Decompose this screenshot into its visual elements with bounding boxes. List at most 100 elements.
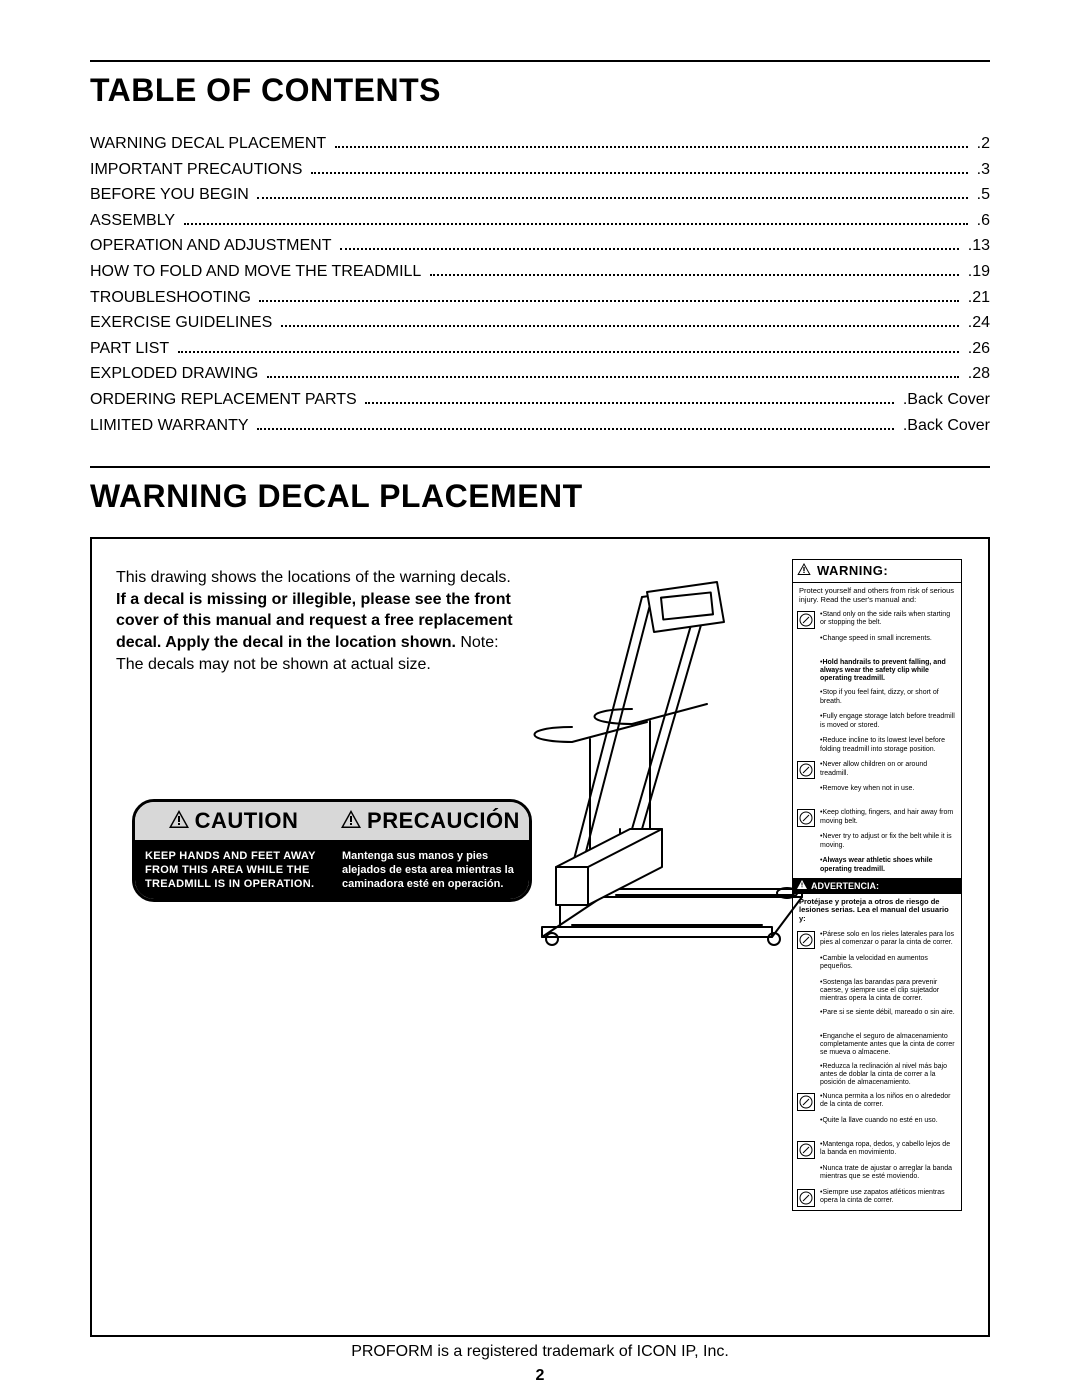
toc-dots — [430, 266, 960, 276]
warning-item-text: •Change speed in small increments. — [820, 635, 955, 653]
toc-label: PART LIST — [90, 336, 174, 362]
toc-dots — [340, 240, 959, 250]
toc-page: .28 — [963, 361, 990, 387]
warning-item-text: •Keep clothing, fingers, and hair away f… — [820, 809, 955, 827]
toc-row: EXERCISE GUIDELINES .24 — [90, 310, 990, 336]
warning-item: •Enganche el seguro de almacenamiento co… — [793, 1030, 961, 1060]
toc-label: EXPLODED DRAWING — [90, 361, 263, 387]
warning-item-text: •Reduce incline to its lowest level befo… — [820, 737, 955, 755]
toc-page: .13 — [963, 233, 990, 259]
toc-label: HOW TO FOLD AND MOVE THE TREADMILL — [90, 259, 426, 285]
warning-item: •Stop if you feel faint, dizzy, or short… — [793, 686, 961, 710]
toc-dots — [257, 420, 894, 430]
toc-page: .6 — [972, 208, 990, 234]
warning-item-text: •Fully engage storage latch before tread… — [820, 713, 955, 731]
warning-triangle-icon — [341, 808, 361, 834]
warning-triangle-icon — [797, 880, 807, 891]
warning-item-text: •Never allow children on or around tread… — [820, 761, 955, 779]
caution-decal: CAUTION PRECAUCIÓN KEEP HANDS AND FEET A… — [132, 799, 532, 902]
pictogram-icon — [797, 809, 815, 827]
warning-item-text: •Always wear athletic shoes while operat… — [820, 857, 955, 875]
warning-title: WARNING: — [817, 564, 888, 579]
caution-title-right: PRECAUCIÓN — [367, 808, 520, 834]
toc-dots — [257, 189, 968, 199]
toc-row: OPERATION AND ADJUSTMENT .13 — [90, 233, 990, 259]
decal-intro: This drawing shows the locations of the … — [116, 567, 516, 675]
caution-header: CAUTION PRECAUCIÓN — [135, 802, 529, 842]
warning-item: •Cambie la velocidad en aumentos pequeño… — [793, 952, 961, 976]
toc-row: IMPORTANT PRECAUTIONS .3 — [90, 157, 990, 183]
page: TABLE OF CONTENTS WARNING DECAL PLACEMEN… — [0, 0, 1080, 1397]
warning-intro-es: Protéjase y proteja a otros de riesgo de… — [793, 894, 961, 928]
warning-item: •Keep clothing, fingers, and hair away f… — [793, 806, 961, 830]
warning-item-text: •Remove key when not in use. — [820, 785, 955, 803]
spacer — [797, 1117, 815, 1135]
warning-items-en: •Stand only on the side rails when start… — [793, 608, 961, 878]
treadmill-illustration — [512, 567, 832, 967]
advertencia-title: ADVERTENCIA: — [811, 881, 879, 891]
toc-page: .Back Cover — [898, 413, 990, 439]
treadmill-svg — [512, 567, 832, 967]
advertencia-header: ADVERTENCIA: — [793, 878, 961, 893]
caution-body: KEEP HANDS AND FEET AWAY FROM THIS AREA … — [135, 842, 529, 899]
warning-item: •Párese solo en los rieles laterales par… — [793, 928, 961, 952]
spacer — [797, 1165, 815, 1183]
toc-page: .24 — [963, 310, 990, 336]
footer-trademark: PROFORM is a registered trademark of ICO… — [0, 1343, 1080, 1361]
pictogram-icon — [797, 1189, 815, 1207]
pictogram-icon — [797, 1141, 815, 1159]
caution-left: CAUTION — [135, 802, 332, 840]
spacer — [797, 785, 815, 803]
warning-item-text: •Stand only on the side rails when start… — [820, 611, 955, 629]
toc-label: ORDERING REPLACEMENT PARTS — [90, 387, 361, 413]
warning-item-text: •Hold handrails to prevent falling, and … — [820, 659, 955, 683]
warning-item-text: •Nunca permita a los niños en o alrededo… — [820, 1093, 955, 1111]
warning-item-text: •Quite la llave cuando no esté en uso. — [820, 1117, 955, 1135]
warning-item: •Stand only on the side rails when start… — [793, 608, 961, 632]
page-number: 2 — [0, 1367, 1080, 1385]
warning-item: •Never try to adjust or fix the belt whi… — [793, 830, 961, 854]
toc-page: .19 — [963, 259, 990, 285]
toc-row: ASSEMBLY .6 — [90, 208, 990, 234]
toc-label: LIMITED WARRANTY — [90, 413, 253, 439]
toc-row: EXPLODED DRAWING .28 — [90, 361, 990, 387]
warning-items-es: •Párese solo en los rieles laterales par… — [793, 928, 961, 1210]
spacer — [797, 1009, 815, 1027]
warning-item: •Hold handrails to prevent falling, and … — [793, 656, 961, 686]
spacer — [797, 979, 815, 997]
toc-row: ORDERING REPLACEMENT PARTS .Back Cover — [90, 387, 990, 413]
warning-item: •Change speed in small increments. — [793, 632, 961, 656]
warning-intro: Protect yourself and others from risk of… — [793, 583, 961, 608]
warning-item-text: •Siempre use zapatos atléticos mientras … — [820, 1189, 955, 1207]
warning-triangle-icon — [797, 563, 811, 579]
intro-pre: This drawing shows the locations of the … — [116, 569, 511, 586]
caution-body-right: Mantenga sus manos y pies alejados de es… — [332, 842, 529, 899]
warning-item: •Mantenga ropa, dedos, y cabello lejos d… — [793, 1138, 961, 1162]
rule-mid — [90, 466, 990, 468]
toc-page: .3 — [972, 157, 990, 183]
toc-row: LIMITED WARRANTY .Back Cover — [90, 413, 990, 439]
spacer — [797, 857, 815, 875]
rule-top — [90, 60, 990, 62]
warning-item-text: •Nunca trate de ajustar o arreglar la ba… — [820, 1165, 955, 1183]
toc-row: TROUBLESHOOTING .21 — [90, 285, 990, 311]
spacer — [797, 713, 815, 731]
toc-dots — [259, 292, 959, 302]
decal-box: This drawing shows the locations of the … — [90, 537, 990, 1337]
warning-item-text: •Sostenga las barandas para prevenir cae… — [820, 979, 955, 1003]
toc-label: ASSEMBLY — [90, 208, 180, 234]
warning-label: WARNING: Protect yourself and others fro… — [792, 559, 962, 1211]
toc-heading: TABLE OF CONTENTS — [90, 72, 990, 109]
warning-item-text: •Reduzca la reclinación al nivel más baj… — [820, 1063, 955, 1087]
spacer — [797, 1063, 815, 1081]
intro-bold: If a decal is missing or illegible, plea… — [116, 591, 513, 651]
warning-item: •Nunca trate de ajustar o arreglar la ba… — [793, 1162, 961, 1186]
warning-item-text: •Mantenga ropa, dedos, y cabello lejos d… — [820, 1141, 955, 1159]
spacer — [797, 635, 815, 653]
toc-dots — [267, 368, 960, 378]
pictogram-icon — [797, 761, 815, 779]
toc-row: PART LIST .26 — [90, 336, 990, 362]
spacer — [797, 689, 815, 707]
spacer — [797, 955, 815, 973]
warning-item: •Quite la llave cuando no esté en uso. — [793, 1114, 961, 1138]
